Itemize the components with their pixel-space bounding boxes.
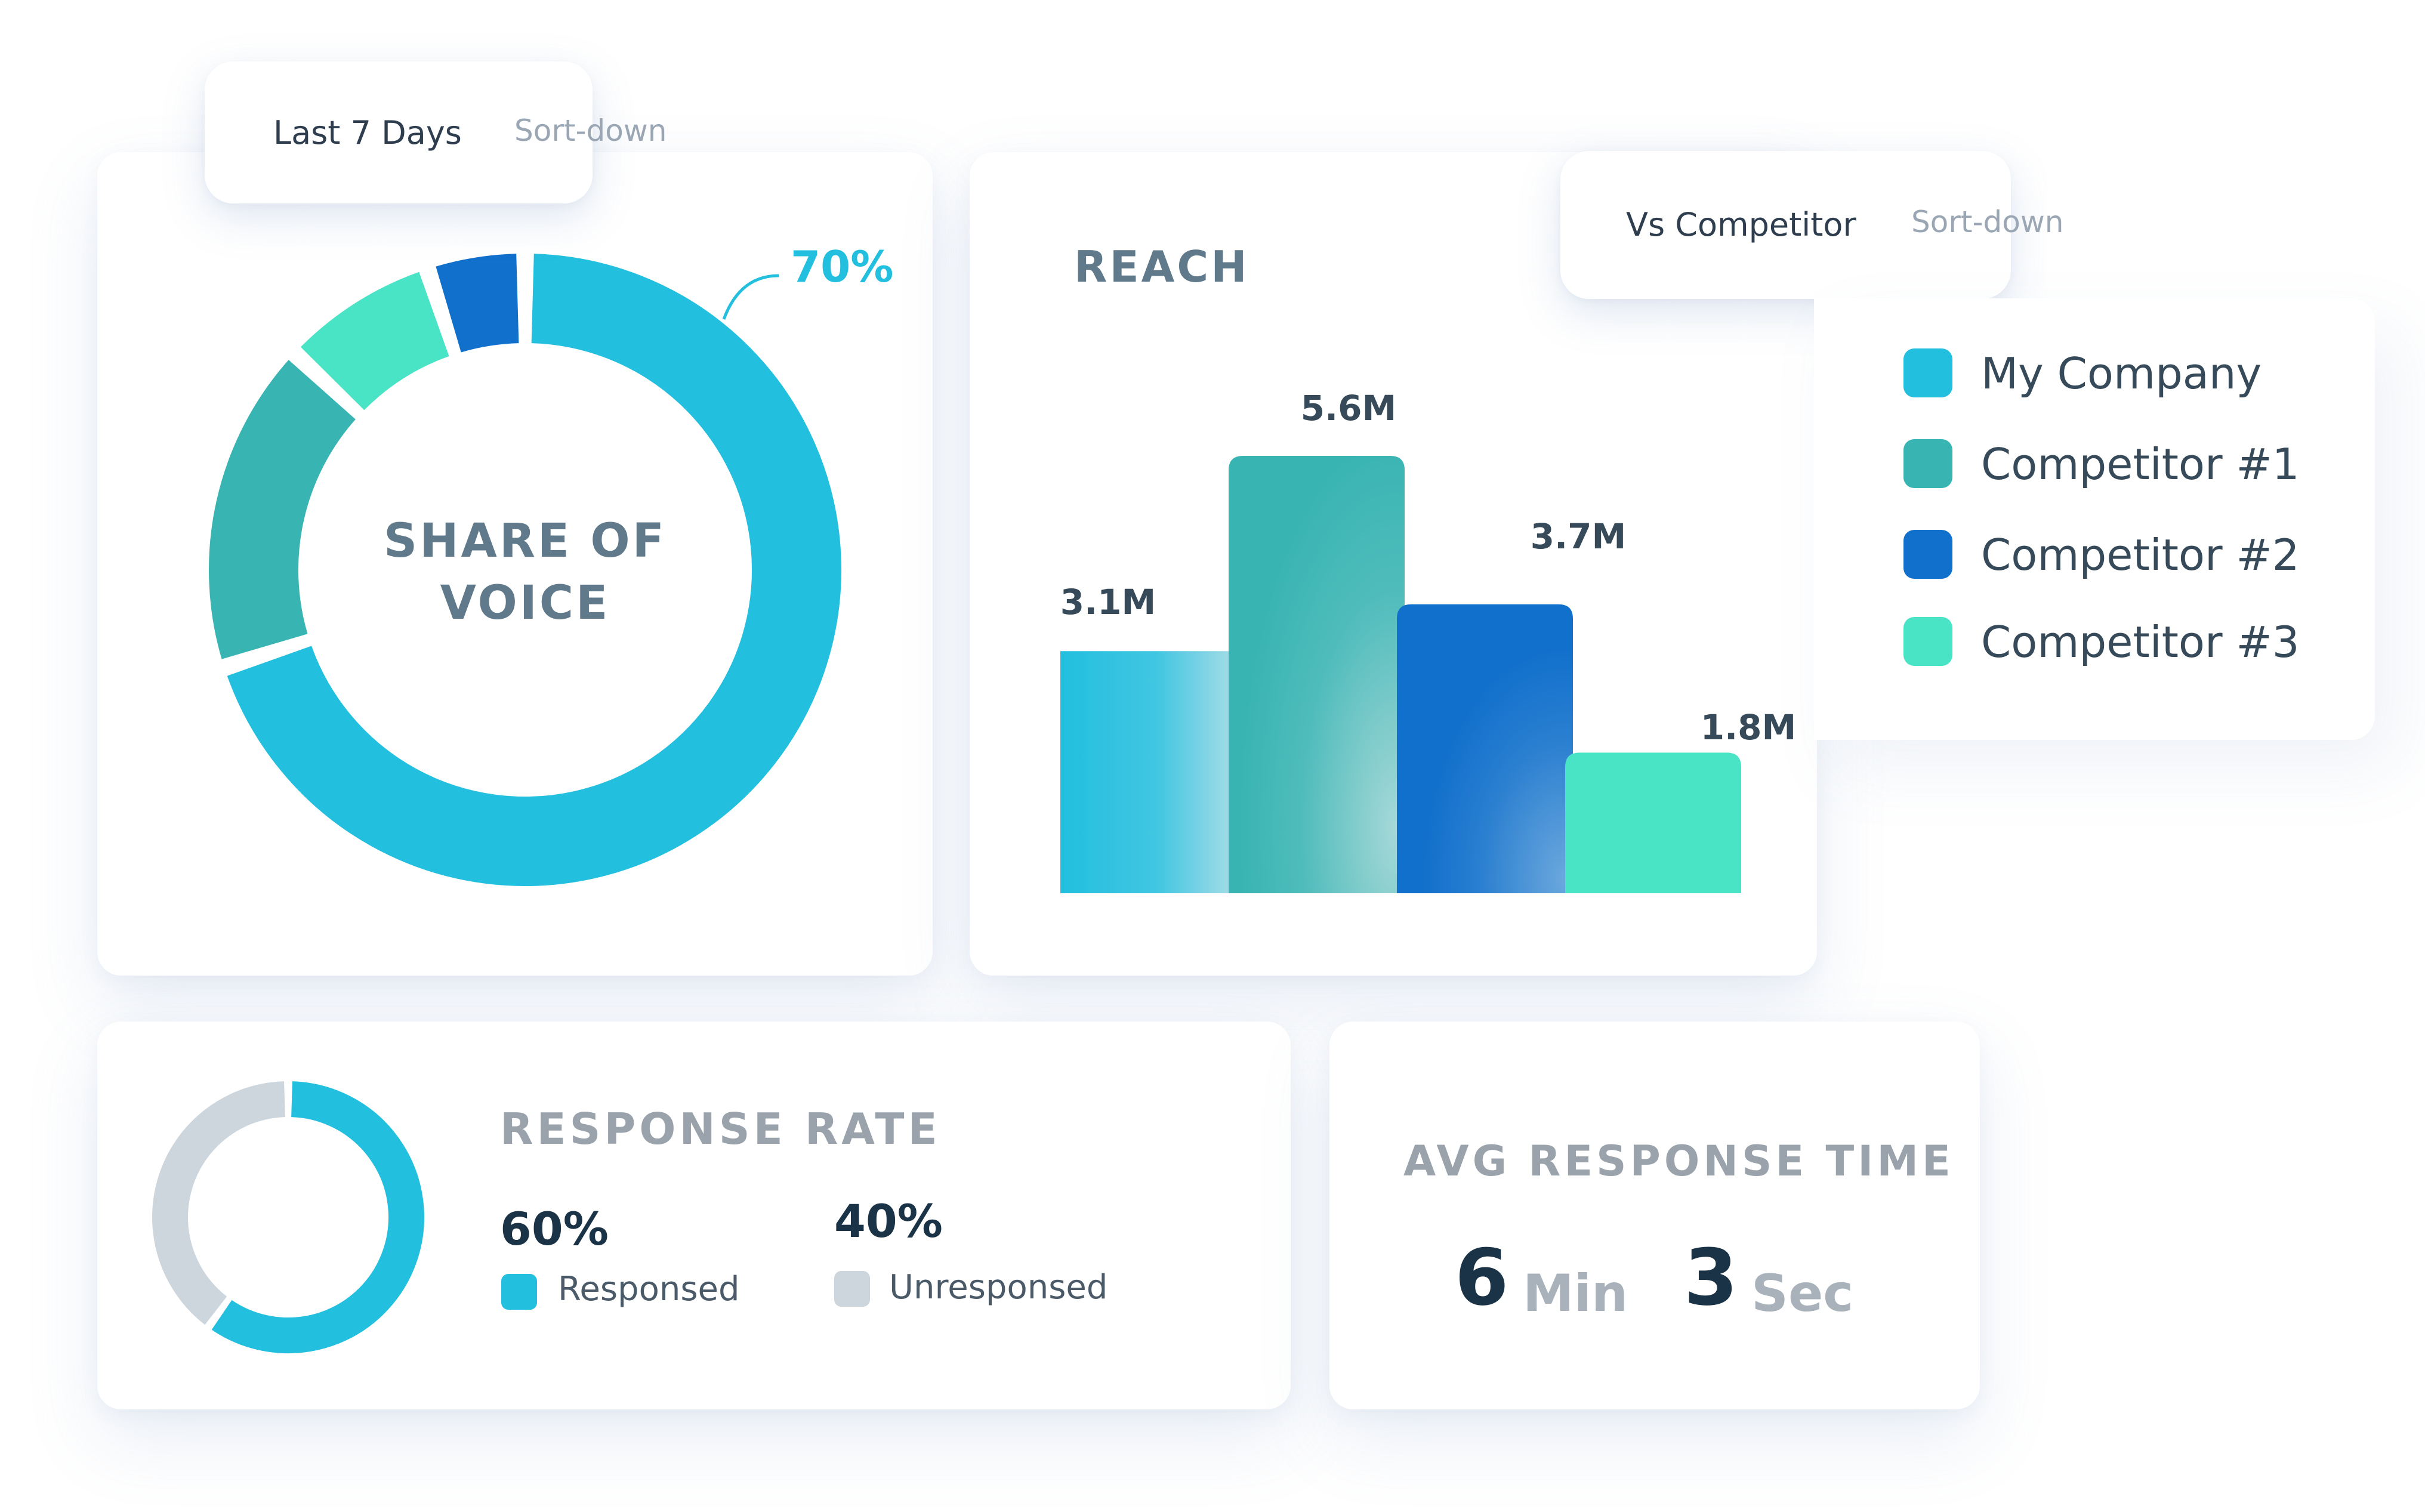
responded-label: Responsed [558, 1270, 740, 1309]
period-filter-sort-down-icon[interactable]: Sort-down [514, 113, 667, 148]
unresponded-percent: 40% [834, 1195, 943, 1248]
legend-swatch [1903, 439, 1952, 488]
comparison-filter-dropdown[interactable]: Vs Competitor [1560, 151, 2011, 299]
sov-slice-competitor-3 [300, 271, 450, 411]
legend-swatch [1903, 617, 1952, 666]
legend-label: Competitor #2 [1981, 530, 2300, 580]
avg-response-minutes-unit: Min [1523, 1264, 1628, 1323]
responded-swatch [501, 1274, 537, 1310]
reach-bar-competitor-2 [1397, 604, 1573, 893]
response-slice-responsed [211, 1081, 424, 1353]
avg-response-minutes: 6 [1455, 1232, 1509, 1323]
bar-value-label-competitor-1: 5.6M [1300, 388, 1397, 428]
bar-value-label-competitor-3: 1.8M [1700, 707, 1797, 748]
unresponded-label: Unresponsed [889, 1268, 1108, 1307]
responded-percent: 60% [500, 1202, 609, 1255]
bar-value-label-my-company: 3.1M [1060, 582, 1156, 622]
avg-response-time-card [1329, 1022, 1980, 1409]
period-filter-dropdown[interactable]: Last 7 Days [205, 61, 593, 203]
legend-item-competitor-2: Competitor #2 [1903, 527, 2321, 581]
share-of-voice-callout: 70% [791, 242, 894, 292]
legend-item-competitor-1: Competitor #1 [1903, 437, 2321, 490]
response-slice-unresponsed [152, 1081, 286, 1325]
bar-value-label-competitor-2: 3.7M [1530, 516, 1627, 557]
comparison-filter-label: Vs Competitor [1626, 206, 1856, 243]
reach-bar-competitor-1 [1229, 456, 1405, 893]
reach-bar-competitor-3 [1565, 752, 1741, 893]
legend-swatch [1903, 530, 1952, 579]
legend-label: Competitor #1 [1981, 439, 2300, 489]
sov-slice-competitor-1 [209, 360, 356, 659]
legend-label: Competitor #3 [1981, 617, 2300, 667]
reach-bar-my-company [1060, 651, 1236, 893]
reach-title: REACH [1074, 242, 1249, 292]
callout-leader-line [722, 274, 779, 320]
avg-response-seconds: 3 [1684, 1232, 1738, 1323]
period-filter-label: Last 7 Days [273, 114, 462, 152]
sov-slice-my-company [227, 254, 841, 886]
unresponded-swatch [834, 1271, 870, 1307]
legend-label: My Company [1981, 348, 2262, 399]
avg-response-time-title: AVG RESPONSE TIME [1403, 1137, 1954, 1186]
sov-slice-competitor-2 [436, 254, 520, 353]
legend-swatch [1903, 348, 1952, 397]
response-rate-title: RESPONSE RATE [500, 1104, 941, 1154]
avg-response-seconds-unit: Sec [1751, 1264, 1854, 1323]
legend-item-my-company: My Company [1903, 346, 2321, 400]
legend-item-competitor-3: Competitor #3 [1903, 615, 2321, 668]
share-of-voice-title: SHARE OF VOICE [384, 514, 667, 630]
comparison-filter-sort-down-icon[interactable]: Sort-down [1911, 205, 2064, 239]
